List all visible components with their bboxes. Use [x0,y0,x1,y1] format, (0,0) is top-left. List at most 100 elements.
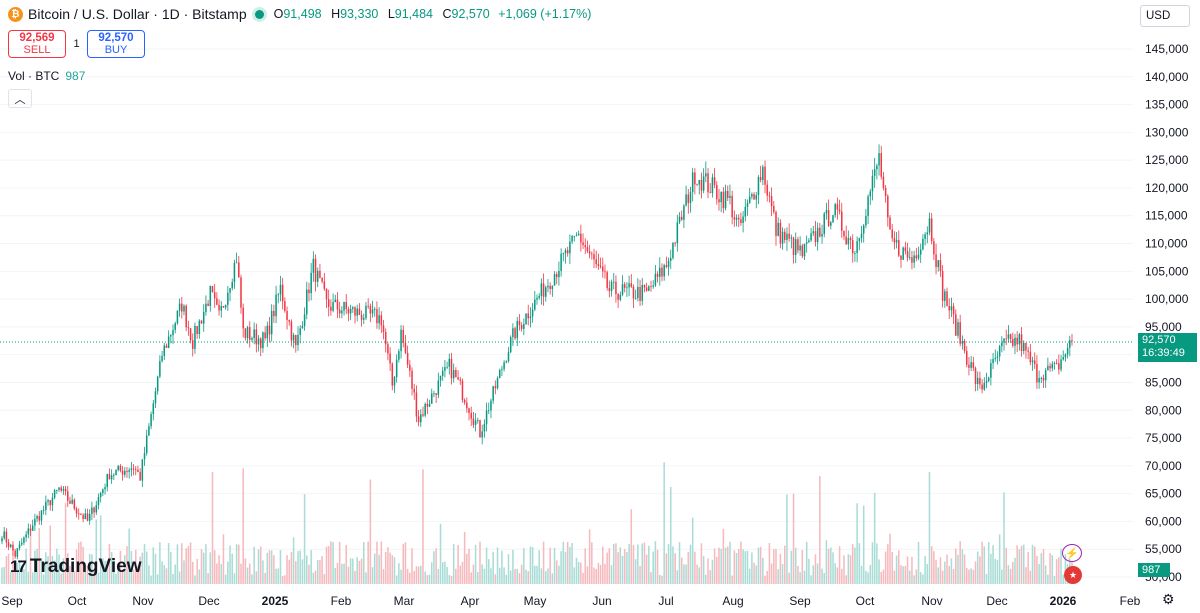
volume-bar [191,561,194,584]
volume-bar [64,502,67,584]
candle-body [569,241,571,254]
volume-bar [606,552,608,584]
candle-body [268,325,271,335]
flash-icon[interactable]: ⚡ [1062,544,1082,562]
candle-body [698,179,701,185]
volume-bar [814,554,817,584]
last-price-value: 92,570 [1142,334,1176,346]
volume-bar [347,566,350,584]
volume-label: Vol · BTC [8,69,60,83]
candle-body [220,306,223,311]
candle-body [531,309,534,317]
candle-body [113,474,115,476]
candle-body [498,370,501,379]
candle-body [634,297,637,299]
candle-body [14,550,16,557]
candle-body [51,497,54,506]
volume-bar [152,547,155,584]
volume-bar [242,468,244,584]
candle-body [832,215,834,223]
candle-body [165,345,168,348]
volume-bar [20,565,23,584]
volume-bar [58,554,60,584]
candle-body [439,375,442,381]
candle-body [227,292,229,305]
x-tick-label: 2026 [1050,594,1077,608]
volume-bar [628,544,630,584]
candle-body [915,255,918,259]
last-price-badge: 92,570 16:39:49 [1138,333,1197,362]
volume-bar [314,570,317,584]
candle-body [334,299,337,303]
candle-body [406,352,409,365]
gear-icon[interactable]: ⚙ [1162,591,1175,607]
volume-bar [937,567,940,584]
x-tick-label: Nov [921,594,942,608]
volume-bar [961,549,964,584]
candle-body [963,340,966,352]
volume-bar [29,529,32,584]
candle-body [979,377,981,385]
candle-body [922,238,924,250]
volume-bar [893,570,896,584]
chevron-up-icon: ︿ [14,93,26,106]
candle-body [1042,378,1045,381]
volume-bar [805,541,808,584]
volume-bar [134,549,137,584]
candle-body [707,173,709,193]
candle-body [437,380,440,395]
volume-bar [808,558,810,584]
candle-body [799,245,801,251]
candle-body [121,470,124,475]
volume-bar [783,545,786,584]
candle-body [273,310,275,317]
volume-bar [744,551,747,584]
volume-legend[interactable]: Vol · BTC 987 [8,69,85,83]
buy-button[interactable]: 92,570 BUY [87,30,145,58]
candle-body [448,358,451,367]
candle-body [665,265,668,268]
candle-body [31,525,34,531]
currency-selector[interactable]: USD [1140,5,1190,27]
candle-body [461,380,464,400]
y-tick-label: 80,000 [1145,403,1182,417]
collapse-legend-button[interactable]: ︿ [8,89,32,108]
candle-body [843,230,845,237]
candle-body [1040,378,1043,379]
candle-body [40,510,43,521]
volume-bar [10,571,12,584]
volume-bar [371,567,374,584]
candle-body [865,216,867,226]
candle-body [257,338,260,345]
candle-body [308,289,310,294]
candle-body [509,337,512,353]
volume-bar [1036,555,1038,584]
x-tick-label: Dec [198,594,219,608]
candle-body [560,253,562,271]
candle-body [933,241,935,255]
time-axis[interactable]: Sep Oct Nov Dec 2025 Feb Mar Apr May Jun Jul Aug Sep… [1,594,1140,608]
candle-body [808,240,810,243]
candle-body [1007,334,1010,339]
symbol-title[interactable]: Bitcoin / U.S. Dollar · 1D · Bitstamp [28,6,247,22]
candle-body [965,351,968,365]
volume-bar [23,569,25,584]
sell-button[interactable]: 92,569 SELL [8,30,66,58]
volume-bar [439,523,442,584]
us-flag-events-icon[interactable]: ★ [1064,566,1082,584]
candle-body [202,312,205,324]
tradingview-logo[interactable]: 17 TradingView [10,556,142,578]
candle-body [669,258,672,261]
volume-bar [1007,565,1010,584]
candle-body [69,500,71,504]
candle-body [501,369,503,371]
volume-bar [338,541,341,584]
price-axis[interactable]: 50,00055,00060,00065,00070,00075,00080,0… [1145,42,1189,584]
candle-body [711,177,714,194]
candle-body [904,247,907,252]
x-tick-label: Dec [986,594,1007,608]
candle-body [759,177,762,181]
candle-body [582,242,584,246]
volume-bar [803,570,806,584]
